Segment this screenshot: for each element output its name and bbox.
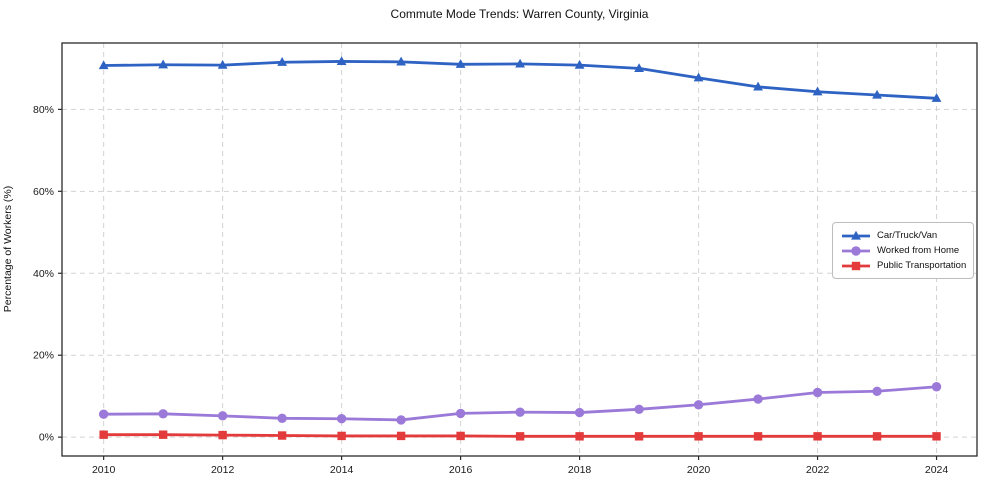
data-point-marker	[872, 89, 882, 99]
data-point-marker	[98, 60, 109, 70]
data-point-marker	[455, 408, 466, 419]
legend-marker-square-icon	[842, 261, 870, 270]
legend-label: Worked from Home	[877, 245, 960, 256]
data-point-marker	[515, 58, 525, 68]
data-point-marker	[693, 72, 704, 82]
y-tick-label: 40%	[33, 268, 54, 280]
x-tick-label: 2010	[92, 464, 116, 476]
legend-item: Public Transportation	[840, 258, 967, 273]
legend-marker-circle-icon	[842, 245, 870, 256]
data-point-marker	[812, 86, 823, 96]
legend-marker	[851, 230, 861, 240]
data-point-marker	[396, 56, 407, 66]
y-tick-label: 60%	[33, 186, 54, 198]
data-point-marker	[277, 413, 287, 424]
chart-title: Commute Mode Trends: Warren County, Virg…	[390, 7, 649, 21]
data-point-marker	[931, 93, 942, 102]
data-point-marker	[694, 432, 703, 441]
data-point-marker	[872, 432, 882, 441]
data-point-marker	[634, 432, 644, 441]
x-tick-label: 2018	[568, 464, 592, 476]
x-tick-label: 2014	[330, 464, 354, 476]
legend-item: Worked from Home	[840, 243, 965, 258]
data-point-marker	[396, 415, 406, 425]
data-point-marker	[336, 414, 347, 424]
data-point-marker	[693, 400, 704, 410]
data-point-marker	[932, 432, 941, 441]
legend-marker-triangle-icon	[842, 230, 870, 240]
data-point-marker	[575, 432, 584, 441]
data-point-marker	[158, 430, 168, 439]
data-point-marker	[218, 430, 227, 440]
data-point-marker	[812, 387, 823, 398]
y-tick-label: 80%	[33, 104, 54, 116]
data-point-marker	[396, 431, 406, 441]
legend-marker	[851, 245, 861, 256]
data-point-marker	[634, 404, 644, 414]
x-tick-label: 2012	[211, 464, 235, 476]
data-point-marker	[813, 432, 822, 441]
data-point-marker	[931, 382, 942, 392]
data-point-marker	[217, 59, 228, 69]
data-point-marker	[753, 394, 763, 404]
y-tick-label: 20%	[33, 350, 54, 362]
data-point-marker	[515, 432, 525, 441]
x-tick-label: 2024	[925, 464, 949, 476]
plot-border	[61, 42, 978, 457]
data-point-marker	[753, 81, 763, 91]
legend-marker	[851, 261, 861, 270]
data-point-marker	[456, 431, 465, 441]
data-point-marker	[574, 59, 585, 69]
legend-label: Car/Truck/Van	[877, 230, 938, 241]
data-point-marker	[158, 59, 169, 69]
data-point-marker	[337, 431, 346, 441]
data-point-marker	[455, 59, 466, 68]
data-point-marker	[217, 411, 228, 421]
data-point-marker	[574, 407, 585, 418]
data-point-marker	[753, 432, 763, 441]
data-point-marker	[277, 57, 288, 66]
legend-label: Public Transportation	[877, 260, 967, 271]
y-tick-label: 0%	[39, 432, 54, 444]
data-point-marker	[515, 407, 525, 417]
data-point-marker	[98, 409, 109, 419]
x-tick-label: 2022	[806, 464, 830, 476]
legend: Car/Truck/Van Worked from Home Public Tran…	[832, 222, 974, 279]
x-tick-label: 2020	[687, 464, 711, 476]
data-point-marker	[872, 386, 882, 396]
data-point-marker	[277, 431, 287, 440]
data-point-marker	[336, 56, 347, 66]
data-point-marker	[634, 63, 644, 73]
data-point-marker	[158, 409, 168, 419]
data-point-marker	[99, 430, 108, 439]
x-tick-label: 2016	[449, 464, 473, 476]
y-axis-label: Percentage of Workers (%)	[2, 185, 14, 313]
legend-item: Car/Truck/Van	[840, 228, 965, 243]
